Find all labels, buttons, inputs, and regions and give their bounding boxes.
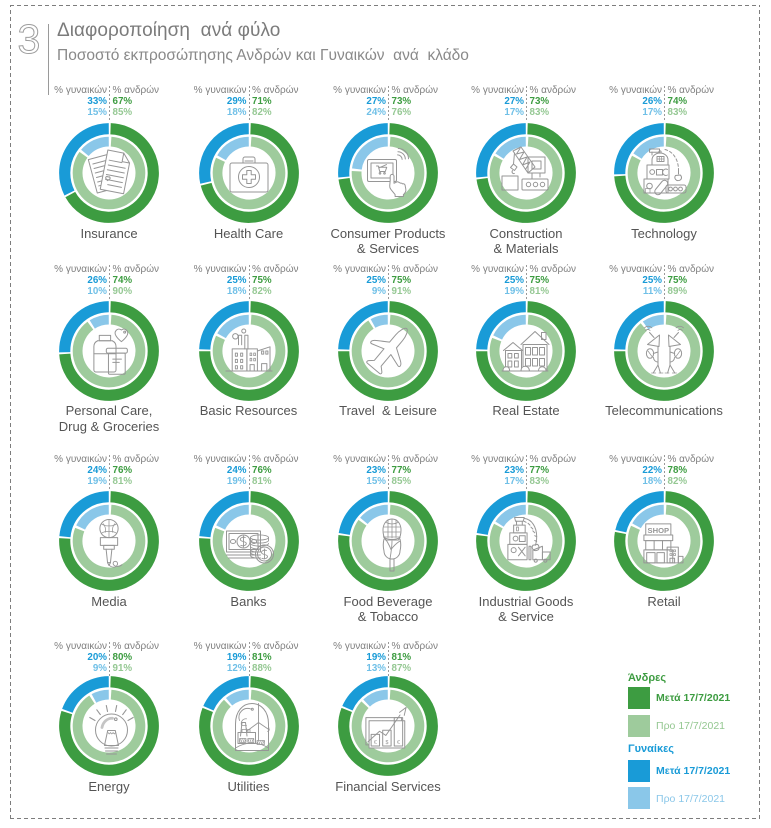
- svg-text:$: $: [385, 739, 388, 745]
- svg-text:€: €: [397, 739, 400, 745]
- svg-text:SHOP: SHOP: [648, 526, 670, 535]
- svg-text:€: €: [374, 739, 377, 745]
